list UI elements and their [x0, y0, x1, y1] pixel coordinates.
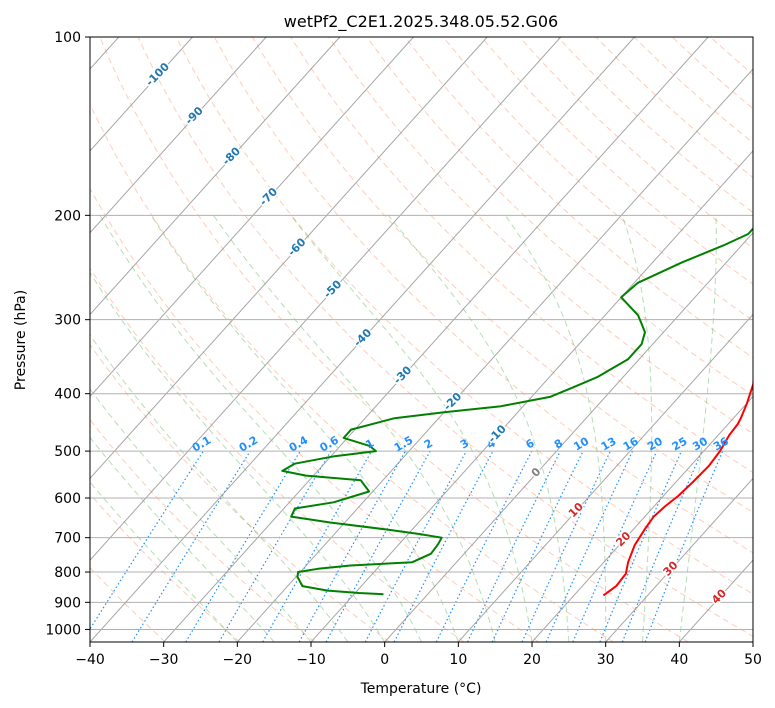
isotherm-line [605, 477, 753, 642]
moist-adiabat [150, 215, 459, 642]
moist-adiabat [90, 334, 349, 642]
y-tick-label: 200 [54, 208, 81, 224]
moist-adiabat [99, 215, 422, 642]
isotherm-line [531, 395, 753, 642]
moist-adiabat [621, 215, 653, 642]
isotherm-line [90, 37, 341, 316]
y-tick-label: 1000 [45, 622, 81, 638]
x-tick-label: 10 [449, 652, 467, 668]
y-axis-label: Pressure (hPa) [13, 290, 29, 390]
isotherm-line [90, 37, 193, 152]
dry-adiabat [90, 566, 166, 642]
y-tick-label: 900 [54, 595, 81, 611]
dry-adiabat [213, 37, 753, 554]
x-tick-label: 50 [744, 652, 762, 668]
isotherm-line [163, 37, 709, 642]
x-tick-label: 20 [523, 652, 541, 668]
dry-adiabat [90, 418, 316, 642]
dry-adiabat [328, 37, 753, 435]
chart-title: wetPf2_C2E1.2025.348.05.52.G06 [284, 12, 558, 32]
y-tick-label: 700 [54, 531, 81, 547]
mixing-ratio-line [364, 450, 467, 642]
moist-adiabat [90, 271, 386, 642]
x-tick-label: 0 [380, 652, 389, 668]
moist-adiabat [213, 215, 496, 642]
x-tick-label: 30 [597, 652, 615, 668]
mixing-ratio-line [572, 450, 658, 642]
x-tick-label: −40 [75, 652, 105, 668]
dry-adiabat [90, 493, 241, 642]
isotherm-line [236, 68, 753, 642]
isotherm-line [90, 37, 488, 480]
y-tick-label: 100 [54, 30, 81, 46]
x-axis-label: Temperature (°C) [360, 681, 482, 697]
dry-adiabat [90, 187, 540, 642]
isotherm-line [90, 37, 635, 642]
dewpoint-line [281, 227, 753, 596]
x-tick-label: 40 [670, 652, 688, 668]
isotherm-line [752, 641, 753, 642]
moist-adiabat [504, 215, 607, 642]
x-tick-label: −30 [149, 652, 179, 668]
x-tick-label: −10 [296, 652, 326, 668]
y-tick-label: 500 [54, 444, 81, 460]
moist-adiabat [290, 214, 533, 642]
y-tick-label: 300 [54, 313, 81, 329]
moist-adiabat [90, 481, 238, 642]
isotherm-line [90, 37, 414, 398]
isotherm-line [90, 37, 267, 234]
dry-adiabat [442, 37, 753, 322]
mixing-ratio-line [599, 450, 682, 642]
temperature-line [602, 368, 753, 597]
y-tick-label: 400 [54, 387, 81, 403]
moist-adiabat [90, 436, 275, 642]
isotherm-line [384, 232, 753, 642]
mixing-ratio-line [435, 450, 533, 642]
dry-adiabat [366, 37, 753, 396]
dry-adiabat [175, 37, 753, 595]
moist-adiabat [678, 215, 717, 642]
x-tick-label: −20 [223, 652, 253, 668]
y-tick-label: 600 [54, 491, 81, 507]
mixing-ratio-line [298, 450, 406, 642]
dry-adiabat [251, 37, 753, 513]
moist-adiabat [387, 214, 570, 642]
mixing-ratio-line [621, 450, 703, 642]
isotherm-line [310, 150, 753, 642]
mixing-ratio-line [90, 450, 204, 631]
mixing-ratio-line [644, 450, 724, 642]
mixing-ratio-line [545, 450, 634, 642]
isotherm-line [457, 313, 753, 642]
plot-frame [89, 36, 754, 643]
y-tick-label: 800 [54, 565, 81, 581]
dry-adiabat [90, 103, 614, 642]
isotherm-line [90, 37, 562, 561]
dry-adiabat [90, 267, 465, 642]
dry-adiabat [404, 37, 753, 359]
dry-adiabat [99, 37, 689, 642]
dry-adiabat [290, 37, 753, 474]
